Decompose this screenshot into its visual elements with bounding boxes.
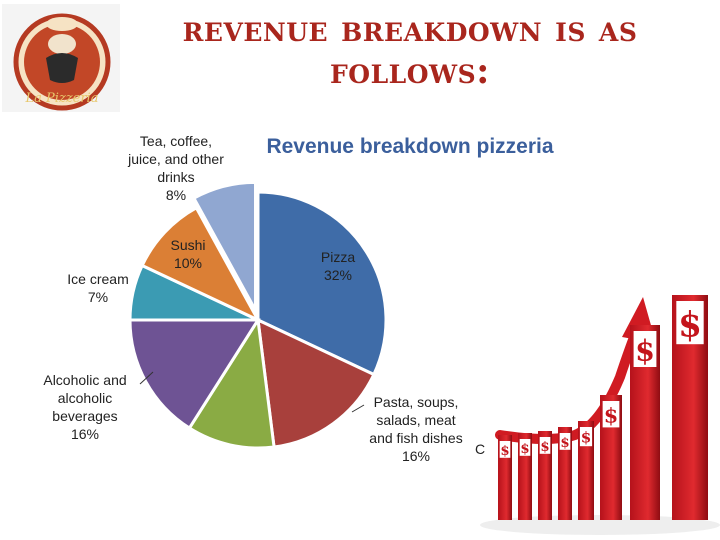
leader-lines (139, 371, 365, 413)
pie-slice-pizza (256, 190, 388, 377)
slice-label-pizza: Pizza 32% (321, 249, 355, 283)
dollar-sign-icon: $ (581, 429, 592, 447)
chart-title: Revenue breakdown pizzeria (266, 135, 553, 158)
pie-slice-sushi (140, 205, 262, 324)
slide-title: Revenue breakdown is as follows: (182, 8, 638, 92)
growth-bars-illustration: $ $ $ $ $ $ $ $ (480, 295, 720, 535)
growth-bar-label-bg (579, 427, 593, 447)
pie-slices (128, 180, 388, 450)
growth-bar-label-bg (602, 401, 620, 428)
growth-bar-label-bg (539, 437, 551, 454)
slice-label-drinks: Tea, coffee, juice, and other drinks 8% (127, 133, 224, 203)
dollar-sign-icon: $ (500, 444, 509, 459)
dollar-sign-icon: $ (560, 436, 569, 451)
slice-label-alcohol: Alcoholic and alcoholic beverages 16% (43, 372, 126, 442)
growth-bar-label-bg (519, 439, 531, 456)
dollar-sign-icon: $ (635, 334, 655, 368)
dollar-sign-icon: $ (604, 403, 619, 428)
dollar-sign-icon: $ (678, 305, 702, 345)
slice-label-ice-cream: Ice cream 7% (67, 271, 128, 305)
pie-slice-other (187, 315, 276, 450)
pie-slice-pasta (256, 317, 376, 449)
leader-line-alcohol (139, 371, 154, 385)
logo-text: La Pizzeria (25, 91, 99, 106)
dollar-sign-icon: $ (520, 442, 529, 457)
growth-bar-label-bg (559, 433, 571, 450)
growth-bar (558, 427, 572, 520)
slice-label-other: C (475, 441, 485, 457)
slice-label-sushi: Sushi 10% (170, 237, 205, 271)
slice-label-pasta: Pasta, soups, salads, meat and fish dishes… (369, 394, 462, 464)
pizzeria-logo: La Pizzeria (2, 4, 120, 112)
growth-bar-label-bg (499, 441, 511, 458)
growth-bar-label-bg (633, 331, 657, 367)
pie-slice-drinks (191, 180, 258, 312)
growth-bar-label-bg (676, 301, 704, 345)
dollar-sign-icon: $ (540, 440, 549, 455)
slice-labels: Pizza 32% Pasta, soups, salads, meat and fis… (43, 133, 485, 464)
leader-line-pasta (351, 404, 365, 413)
growth-bars: $ $ $ $ $ $ $ $ (480, 295, 720, 535)
pie-slice-alcohol (128, 318, 261, 431)
